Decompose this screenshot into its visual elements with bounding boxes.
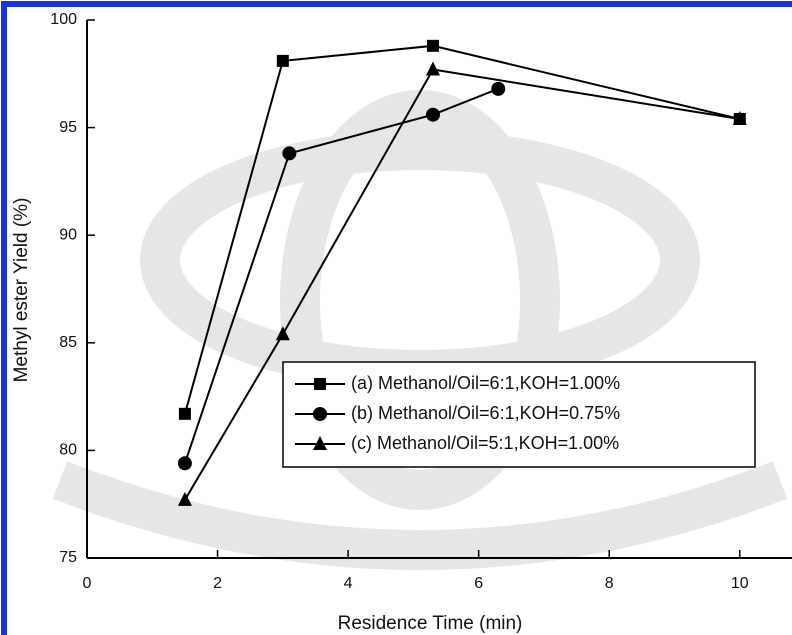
- x-axis-title: Residence Time (min): [338, 613, 523, 634]
- data-point: [178, 456, 192, 470]
- data-point: [491, 82, 505, 96]
- y-tick-label: 80: [59, 442, 77, 459]
- y-tick-label: 85: [59, 334, 77, 351]
- legend-marker: [314, 378, 326, 390]
- x-tick-label: 0: [83, 575, 92, 592]
- x-tick-label: 8: [605, 575, 614, 592]
- legend-label: (b) Methanol/Oil=6:1,KOH=0.75%: [351, 403, 620, 423]
- y-tick-label: 95: [59, 119, 77, 136]
- data-point: [179, 408, 191, 420]
- x-tick-label: 2: [213, 575, 222, 592]
- legend-marker: [313, 407, 327, 421]
- data-point: [282, 146, 296, 160]
- y-tick-label: 90: [59, 226, 77, 243]
- chart: Residence Time (min) Methyl ester Yield …: [0, 0, 792, 635]
- data-point: [277, 55, 289, 67]
- watermark: [60, 110, 780, 550]
- data-point: [426, 61, 440, 75]
- y-tick-label: 75: [59, 549, 77, 566]
- data-point: [426, 108, 440, 122]
- watermark-ring: [160, 150, 680, 370]
- y-axis-title: Methyl ester Yield (%): [11, 198, 32, 383]
- data-point: [427, 40, 439, 52]
- page: {"chart_data": {"type": "line", "xlabel"…: [0, 0, 792, 635]
- legend-label: (c) Methanol/Oil=5:1,KOH=1.00%: [351, 433, 619, 453]
- legend-label: (a) Methanol/Oil=6:1,KOH=1.00%: [351, 373, 620, 393]
- x-tick-label: 6: [474, 575, 483, 592]
- y-tick-label: 100: [50, 11, 77, 28]
- x-tick-label: 4: [344, 575, 353, 592]
- x-tick-label: 10: [731, 575, 749, 592]
